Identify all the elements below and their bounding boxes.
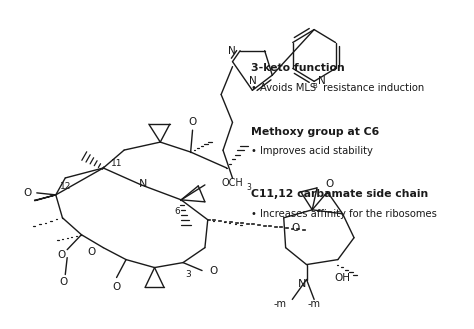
Text: 3-keto function: 3-keto function: [251, 63, 344, 73]
Text: C11,12 carbamate side chain: C11,12 carbamate side chain: [251, 189, 428, 199]
Text: 3: 3: [185, 270, 191, 279]
Text: B: B: [313, 83, 318, 89]
Text: O: O: [210, 266, 218, 276]
Text: 6: 6: [174, 207, 180, 216]
Text: 3: 3: [246, 183, 252, 192]
Polygon shape: [34, 195, 56, 200]
Text: • Increases affinity for the ribosomes: • Increases affinity for the ribosomes: [251, 209, 437, 219]
Text: resistance induction: resistance induction: [320, 83, 425, 92]
Text: O: O: [57, 250, 65, 260]
Text: O: O: [291, 223, 299, 233]
Text: N: N: [139, 179, 147, 189]
Text: N: N: [318, 76, 326, 86]
Text: N: N: [228, 46, 236, 56]
Text: 12: 12: [60, 182, 71, 191]
Text: -m: -m: [308, 299, 320, 309]
Text: 11: 11: [111, 159, 122, 167]
Text: OCH: OCH: [222, 178, 244, 188]
Text: O: O: [23, 188, 31, 198]
Text: N: N: [298, 280, 306, 290]
Text: • Avoids MLS: • Avoids MLS: [251, 83, 316, 92]
Text: • Improves acid stability: • Improves acid stability: [251, 146, 373, 156]
Text: N: N: [248, 76, 256, 86]
Text: OH: OH: [335, 272, 351, 283]
Text: O: O: [325, 179, 333, 189]
Text: O: O: [189, 117, 197, 127]
Text: O: O: [59, 276, 67, 287]
Text: O: O: [88, 247, 96, 257]
Text: O: O: [112, 283, 121, 292]
Text: -m: -m: [273, 299, 286, 309]
Text: Methoxy group at C6: Methoxy group at C6: [251, 127, 379, 137]
